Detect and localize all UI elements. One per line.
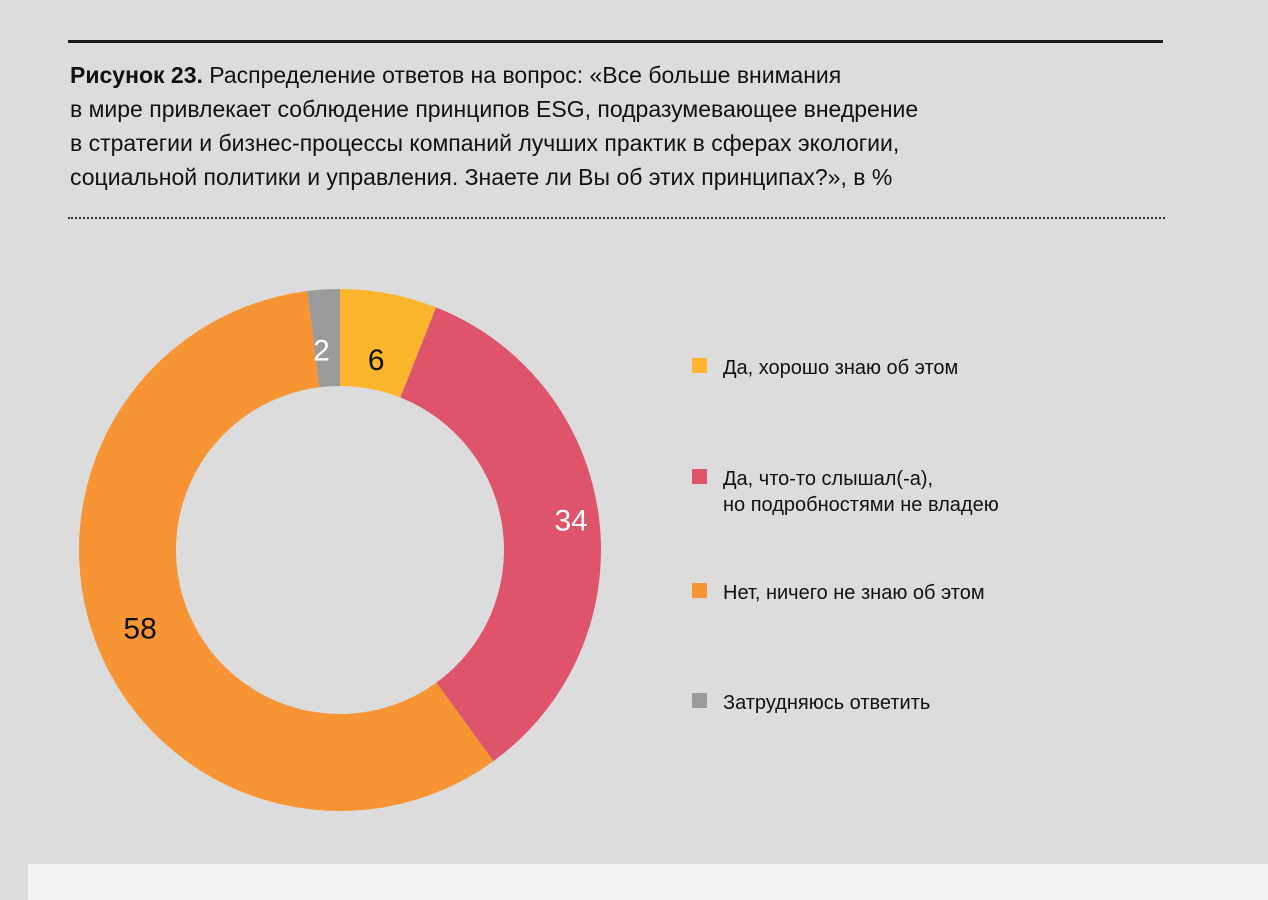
- legend-swatch: [692, 469, 707, 484]
- legend-swatch: [692, 583, 707, 598]
- legend-label: Нет, ничего не знаю об этом: [723, 582, 985, 604]
- legend-item-2: Да, что-то слышал(-а), но подробностями …: [692, 466, 999, 518]
- slice-value-label-3: 58: [123, 613, 156, 646]
- caption-line-3: в стратегии и бизнес-процессы компаний л…: [70, 130, 900, 156]
- bottom-panel: [28, 864, 1268, 900]
- slice-value-label-4: 2: [313, 334, 330, 367]
- donut-slice-2: [400, 307, 601, 762]
- donut-chart: 6 34 58 2: [78, 289, 601, 811]
- legend-label: Затрудняюсь ответить: [723, 692, 931, 714]
- legend-label: Да, хорошо знаю об этом: [723, 357, 959, 379]
- caption-line-1: Рисунок 23. Распределение ответов на воп…: [70, 58, 1160, 92]
- legend-item-4: Затрудняюсь ответить: [692, 690, 930, 716]
- legend-swatch: [692, 358, 707, 373]
- caption-line-2: в мире привлекает соблюдение принципов E…: [70, 96, 919, 122]
- donut-slice-3: [78, 291, 494, 811]
- caption-lead: Рисунок 23.: [70, 62, 203, 88]
- legend-swatch: [692, 693, 707, 708]
- slice-value-label-1: 6: [368, 344, 385, 377]
- dotted-divider: [68, 217, 1165, 219]
- figure-caption: Рисунок 23. Распределение ответов на воп…: [70, 58, 1160, 194]
- slice-value-label-2: 34: [554, 504, 587, 537]
- legend-item-1: Да, хорошо знаю об этом: [692, 355, 958, 381]
- top-rule: [68, 40, 1163, 43]
- legend-label: Да, что-то слышал(-а), но подробностями …: [723, 468, 999, 516]
- donut-slice-4: [307, 289, 340, 388]
- legend-item-3: Нет, ничего не знаю об этом: [692, 580, 985, 606]
- donut-slice-1: [340, 289, 437, 398]
- caption-line-4: социальной политики и управления. Знаете…: [70, 164, 893, 190]
- caption-text-1: Распределение ответов на вопрос: «Все бо…: [202, 62, 842, 88]
